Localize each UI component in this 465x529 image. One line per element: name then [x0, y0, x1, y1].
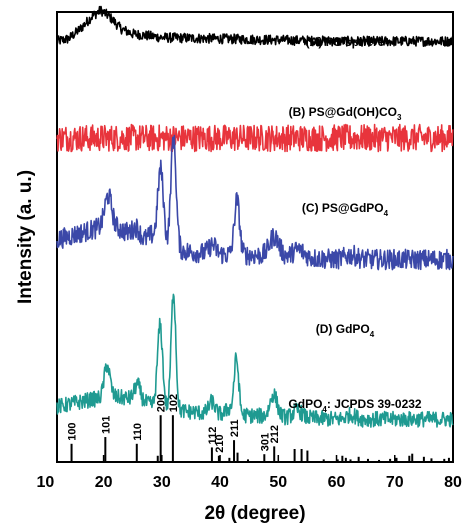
- hkl-label: 102: [168, 394, 180, 412]
- x-axis-ticks: 10 20 30 40 50 60 70 80: [36, 455, 462, 491]
- x-tick-label: 40: [211, 474, 229, 491]
- x-tick-label: 50: [269, 474, 287, 491]
- series-line-0: [56, 5, 454, 47]
- x-tick-label: 60: [328, 474, 346, 491]
- hkl-label: 212: [269, 425, 281, 443]
- hkl-label: 301: [259, 433, 271, 451]
- x-tick-label: 70: [386, 474, 404, 491]
- series-labels: (A) PS sphere (B) PS@Gd(OH)CO3 (C) PS@GdPO…: [288, 35, 422, 414]
- x-tick-label: 30: [153, 474, 171, 491]
- series-line-2: [56, 134, 454, 271]
- plot-frame: [56, 11, 454, 463]
- hkl-label: 210: [214, 434, 226, 452]
- series-curves: [56, 5, 454, 428]
- series-line-3: [56, 293, 454, 428]
- series-label: (B) PS@Gd(OH)CO3: [289, 105, 402, 122]
- reference-label: GdPO4: JCPDS 39-0232: [288, 397, 422, 414]
- series-label: (C) PS@GdPO4: [302, 201, 389, 218]
- x-axis-label: 2θ (degree): [204, 503, 305, 524]
- hkl-label: 101: [100, 416, 112, 434]
- hkl-label: 211: [229, 419, 241, 437]
- hkl-label: 112: [207, 427, 219, 445]
- hkl-label: 110: [132, 423, 144, 441]
- x-tick-label: 80: [444, 474, 462, 491]
- x-tick-label: 10: [36, 474, 54, 491]
- hkl-label: 100: [67, 422, 79, 440]
- y-axis-label: Intensity (a. u.): [15, 170, 36, 304]
- series-line-1: [56, 123, 454, 153]
- series-label: (D) GdPO4: [316, 322, 375, 339]
- series-label: (A) PS sphere: [306, 35, 385, 49]
- x-tick-label: 20: [95, 474, 113, 491]
- hkl-label: 200: [156, 394, 168, 412]
